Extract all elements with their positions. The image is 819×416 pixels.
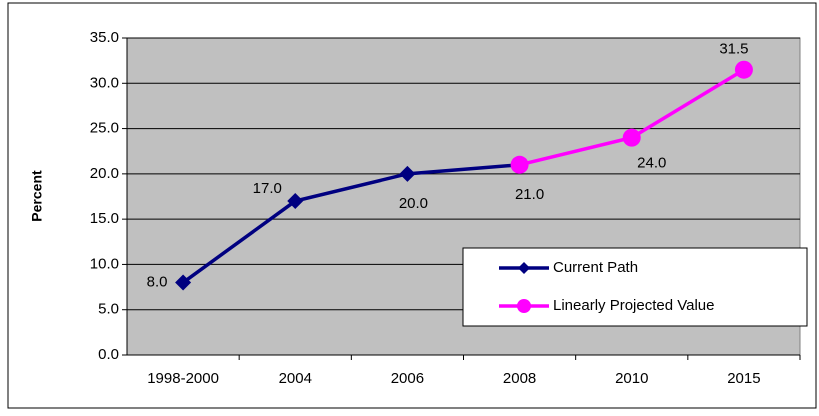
point <box>287 193 304 210</box>
point <box>622 128 641 147</box>
y-axis-label: Percent <box>29 170 45 222</box>
x-tick-label: 1998-2000 <box>147 370 219 387</box>
data-label: 20.0 <box>399 195 428 212</box>
y-tick-label: 5.0 <box>98 301 119 318</box>
y-tick-label: 35.0 <box>90 29 119 46</box>
y-tick-label: 25.0 <box>90 120 119 137</box>
y-tick-label: 10.0 <box>90 255 119 272</box>
x-tick-label: 2008 <box>503 370 536 387</box>
legend <box>462 247 808 327</box>
series-line <box>182 163 520 284</box>
y-tick-label: 0.0 <box>98 346 119 363</box>
y-tick-label: 20.0 <box>90 165 119 182</box>
legend-label: Linearly Projected Value <box>553 297 714 314</box>
x-tick-label: 2015 <box>727 370 760 387</box>
data-label: 8.0 <box>147 274 168 291</box>
data-label: 17.0 <box>253 180 282 197</box>
legend-label: Current Path <box>553 259 638 276</box>
y-tick-label: 15.0 <box>90 210 119 227</box>
point <box>510 155 529 174</box>
point <box>734 60 753 79</box>
x-tick-label: 2006 <box>391 370 424 387</box>
point <box>399 165 416 182</box>
data-label: 24.0 <box>637 155 666 172</box>
legend-marker <box>517 299 531 313</box>
x-tick-label: 2010 <box>615 370 648 387</box>
x-tick-label: 2004 <box>279 370 312 387</box>
legend-marker <box>518 262 530 274</box>
y-tick-label: 30.0 <box>90 74 119 91</box>
data-label: 31.5 <box>719 41 748 58</box>
point <box>175 274 192 291</box>
data-label: 21.0 <box>515 186 544 203</box>
